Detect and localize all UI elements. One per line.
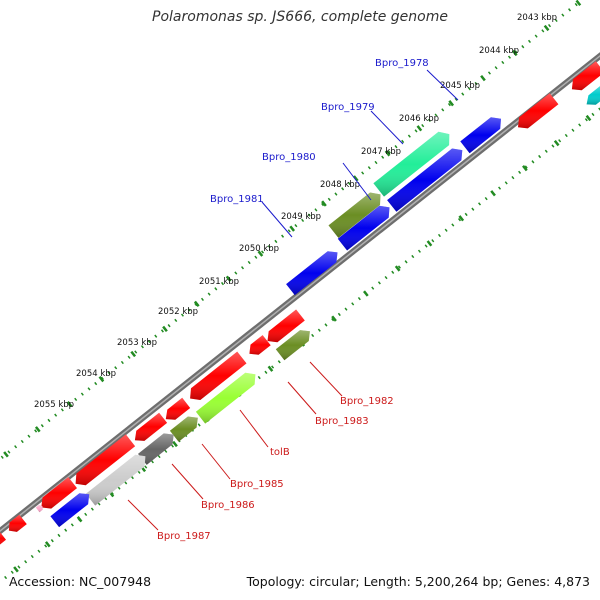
scale-tick xyxy=(522,165,528,172)
tick-label: 2047 kbp xyxy=(361,147,401,157)
gene-arrow-shade xyxy=(373,131,450,197)
scale-tick xyxy=(3,451,9,458)
topology-text: Topology: circular; Length: 5,200,264 bp… xyxy=(246,574,590,589)
gene-arrow-shade xyxy=(50,493,90,528)
outer-scale-line xyxy=(0,0,583,461)
gene-label[interactable]: Bpro_1981 xyxy=(210,194,264,205)
tick-label: 2048 kbp xyxy=(320,180,360,190)
scale-tick xyxy=(553,139,560,147)
leader-line xyxy=(261,201,293,238)
tick-label: 2043 kbp xyxy=(517,13,557,23)
scale-tick xyxy=(575,0,582,6)
tick-label: 2053 kbp xyxy=(117,338,157,348)
scale-tick xyxy=(66,401,73,408)
scale-tick xyxy=(480,74,486,82)
scale-tick xyxy=(76,516,83,523)
scale-tick xyxy=(331,315,337,322)
scale-tick xyxy=(511,49,518,57)
scale-tick xyxy=(448,100,455,107)
scale-tick xyxy=(426,240,433,247)
tick-label: 2055 kbp xyxy=(34,400,74,410)
scale-tick xyxy=(543,24,550,32)
leader-line xyxy=(370,110,404,145)
gene-arrow-shade xyxy=(460,117,501,154)
gene-arrow-shade xyxy=(571,61,600,91)
gene-arrow-shade xyxy=(8,514,27,532)
gene-label[interactable]: Bpro_1985 xyxy=(230,479,284,490)
backbone-highlight xyxy=(0,55,600,532)
tick-label: 2045 kbp xyxy=(440,81,480,91)
scale-tick xyxy=(394,265,401,272)
gene-arrow-shade xyxy=(35,504,43,513)
gene-arrow-shade xyxy=(387,148,463,212)
scale-tick xyxy=(13,566,19,573)
gene-label[interactable]: Bpro_1986 xyxy=(201,500,255,511)
gene-arrow-shade xyxy=(41,477,77,509)
gene-arrow-shade xyxy=(138,433,174,465)
gene-label[interactable]: Bpro_1983 xyxy=(315,416,369,427)
gene-arrow-shade xyxy=(169,416,198,442)
leader-line xyxy=(309,361,343,397)
gene-label[interactable]: Bpro_1978 xyxy=(375,58,429,69)
scale-tick xyxy=(416,125,423,132)
gene-arrow-shade xyxy=(586,86,600,105)
gene-label[interactable]: Bpro_1979 xyxy=(321,102,375,113)
scale-tick xyxy=(321,200,327,207)
tick-label: 2051 kbp xyxy=(199,277,239,287)
scale-tick xyxy=(384,150,391,157)
gene-arrow-shade xyxy=(0,532,6,545)
gene-arrow-shade xyxy=(328,192,381,238)
scale-tick xyxy=(585,114,592,122)
gene-label[interactable]: Bpro_1980 xyxy=(262,152,316,163)
scale-tick xyxy=(193,300,200,307)
tick-label: 2050 kbp xyxy=(239,244,279,254)
gene-arrow-shade xyxy=(85,454,146,506)
scale-tick xyxy=(34,426,41,433)
leader-line xyxy=(426,69,459,101)
scale-tick xyxy=(172,440,178,448)
gene-arrow-shade xyxy=(267,309,305,343)
genome-title: Polaromonas sp. JS666, complete genome xyxy=(152,9,448,25)
gene-arrow-shade xyxy=(518,93,559,129)
scale-tick xyxy=(162,325,168,333)
gene-arrow-shade xyxy=(275,330,310,361)
scale-tick xyxy=(225,275,232,282)
gene-arrow-shade xyxy=(134,412,168,441)
tick-label: 2052 kbp xyxy=(158,307,198,317)
scale-tick xyxy=(289,225,296,232)
scale-tick xyxy=(352,175,359,182)
scale-tick xyxy=(130,350,137,358)
gene-arrow-shade xyxy=(75,434,136,486)
scale-tick xyxy=(490,190,496,197)
scale-tick xyxy=(267,365,274,372)
gene-label[interactable]: Bpro_1987 xyxy=(157,531,211,542)
gene-arrow-shade xyxy=(249,335,271,355)
leader-line xyxy=(171,463,204,500)
scale-tick xyxy=(257,250,264,257)
leader-line xyxy=(127,499,159,531)
tick-label: 2046 kbp xyxy=(399,114,439,124)
tick-label: 2049 kbp xyxy=(281,212,321,222)
gene-arrow-shade xyxy=(190,351,247,400)
scale-tick xyxy=(44,541,51,548)
gene-label[interactable]: tolB xyxy=(270,447,290,458)
accession-text: Accession: NC_007948 xyxy=(9,574,152,589)
scale-tick xyxy=(458,215,465,222)
leader-line xyxy=(201,443,231,480)
tick-label: 2044 kbp xyxy=(479,46,519,56)
scale-tick xyxy=(98,375,105,383)
leader-line xyxy=(287,381,317,415)
tick-label: 2054 kbp xyxy=(76,369,116,379)
gene-label[interactable]: Bpro_1982 xyxy=(340,396,394,407)
scale-tick xyxy=(363,290,369,297)
gene-arrow-shade xyxy=(337,205,390,251)
leader-line xyxy=(342,162,372,201)
leader-line xyxy=(239,409,269,448)
gene-arrow-shade xyxy=(195,372,256,424)
gene-arrow-shade xyxy=(165,397,191,420)
gene-arrow-shade xyxy=(286,251,338,296)
